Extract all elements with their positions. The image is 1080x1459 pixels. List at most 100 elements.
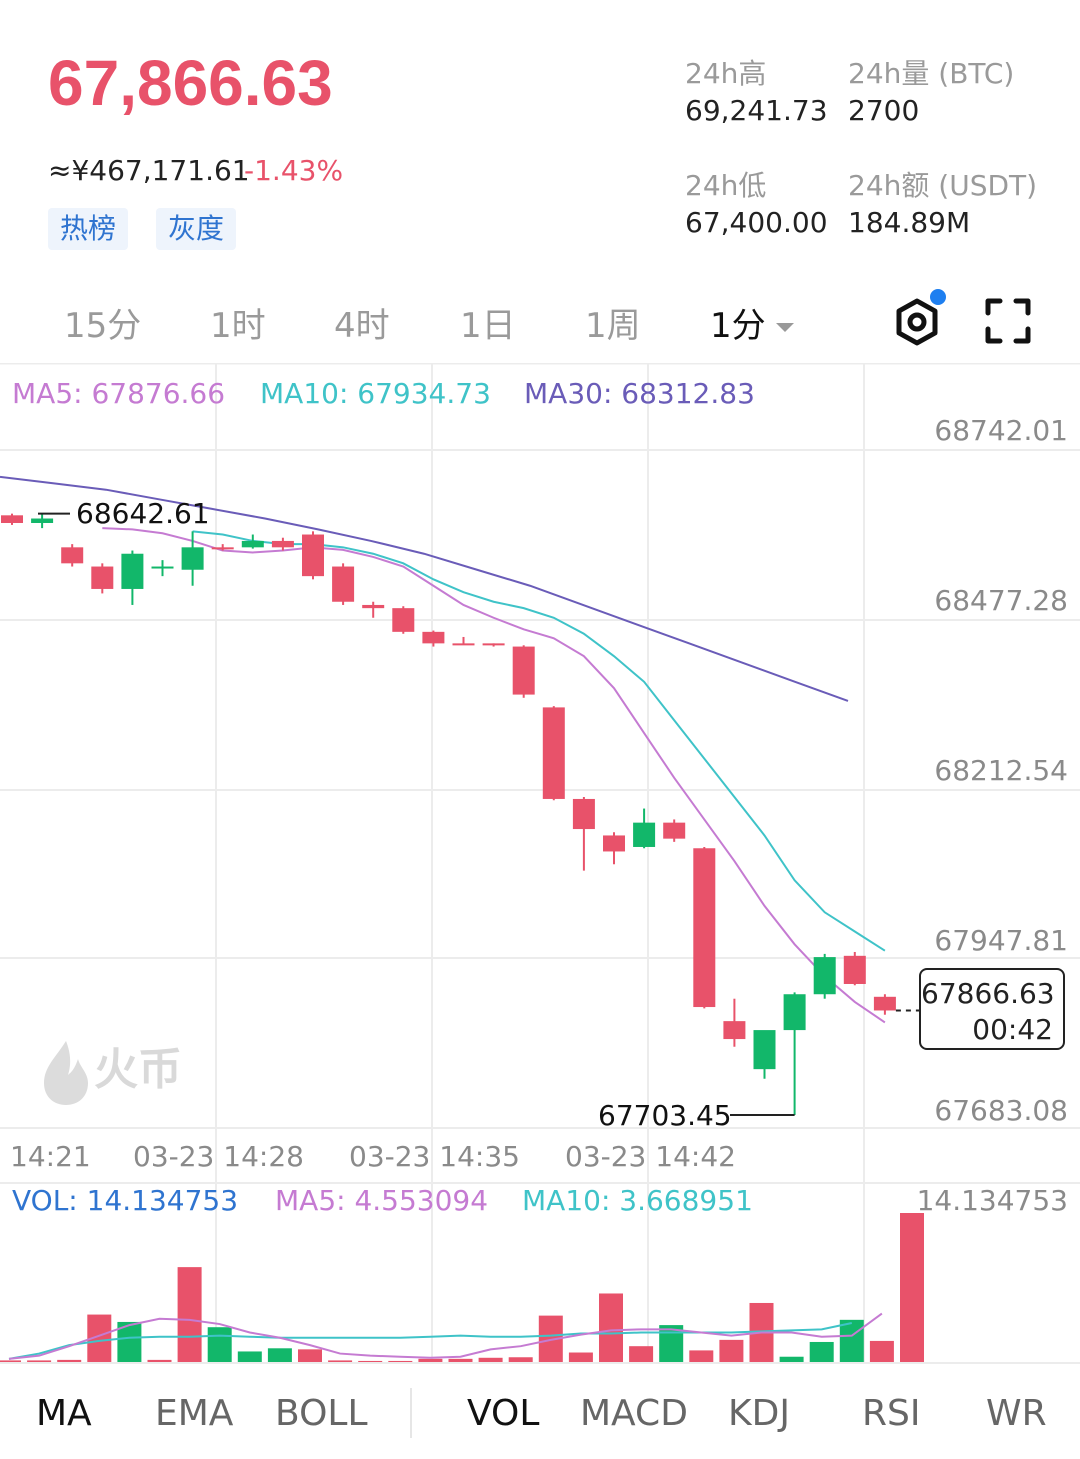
- tab-15min[interactable]: 15分: [64, 306, 142, 346]
- settings-icon[interactable]: [892, 296, 942, 348]
- kline-chart[interactable]: [0, 363, 1080, 1368]
- candle-body: [633, 822, 656, 847]
- x-tick: 03-23 14:35: [349, 1140, 520, 1173]
- tab-boll[interactable]: BOLL: [275, 1393, 368, 1434]
- candle-body: [603, 835, 625, 852]
- candles: [1, 513, 896, 1115]
- tab-ma[interactable]: MA: [36, 1393, 92, 1434]
- annotations: [38, 512, 919, 1116]
- y-tick: 68212.54: [934, 754, 1068, 787]
- volume-bar: [57, 1359, 82, 1362]
- candle-body: [1, 515, 23, 523]
- tab-separator: [410, 1388, 412, 1438]
- change-percent: -1.43%: [244, 154, 344, 187]
- tab-1hour[interactable]: 1时: [210, 306, 266, 346]
- volume-bar: [177, 1267, 202, 1362]
- tab-vol[interactable]: VOL: [467, 1393, 540, 1434]
- chart-grid: [0, 363, 1080, 1364]
- tab-ema[interactable]: EMA: [155, 1393, 234, 1434]
- huobi-watermark: 火币: [38, 1033, 182, 1107]
- ma30-line: [0, 475, 849, 702]
- volume-bar: [900, 1213, 924, 1362]
- tab-rsi[interactable]: RSI: [862, 1393, 921, 1434]
- tab-1min-label: 1分: [710, 306, 766, 346]
- candle-body: [572, 798, 595, 830]
- y-tick: 67683.08: [934, 1094, 1068, 1127]
- watermark-text: 火币: [94, 1044, 182, 1095]
- current-price: 67866.63: [921, 977, 1055, 1010]
- volume-bar: [448, 1358, 473, 1362]
- candle-body: [392, 608, 415, 632]
- amount-label: 24h额 (USDT): [848, 169, 1038, 202]
- candle-body: [482, 643, 505, 646]
- candle-body: [31, 518, 54, 523]
- vol-ma10-line: [8, 1322, 853, 1360]
- y-tick: 68742.01: [934, 414, 1068, 447]
- x-tick: 03-23 14:42: [565, 1140, 736, 1173]
- ma10-legend: MA10: 67934.73: [260, 377, 491, 410]
- candle-body: [61, 547, 84, 564]
- candle-body: [211, 547, 234, 550]
- tag-grayscale[interactable]: 灰度: [156, 208, 237, 250]
- volume-bar: [568, 1352, 593, 1362]
- volume-bar: [418, 1358, 443, 1362]
- x-tick: 14:21: [10, 1140, 91, 1173]
- volume-ma-lines: [8, 1312, 883, 1360]
- volume-bar: [117, 1321, 142, 1362]
- volume-bar: [388, 1360, 413, 1362]
- candle-body: [843, 955, 866, 984]
- volume-label: 24h量 (BTC): [848, 57, 1015, 90]
- tab-macd[interactable]: MACD: [580, 1393, 688, 1434]
- candle-body: [753, 1030, 776, 1070]
- cny-price: ≈¥467,171.61: [48, 154, 250, 187]
- amount-value: 184.89M: [848, 206, 971, 239]
- candle-countdown: 00:42: [972, 1013, 1053, 1046]
- volume-bar: [207, 1327, 232, 1362]
- min-price-label: 67703.45: [598, 1099, 732, 1132]
- volume-bar: [659, 1325, 684, 1362]
- ma5-legend: MA5: 67876.66: [12, 377, 226, 410]
- candle-body: [813, 957, 836, 995]
- high-label: 24h高: [685, 57, 767, 90]
- y-tick: 67947.81: [934, 924, 1068, 957]
- volume-bar: [0, 1360, 21, 1362]
- volume-bar: [508, 1357, 533, 1362]
- high-value: 69,241.73: [685, 94, 828, 127]
- volume-bar: [809, 1341, 834, 1362]
- tab-kdj[interactable]: KDJ: [728, 1393, 790, 1434]
- candle-body: [693, 848, 716, 1008]
- chevron-down-icon: [775, 323, 794, 332]
- volume-bar: [298, 1349, 322, 1362]
- volume-value: 2700: [848, 94, 920, 127]
- candle-body: [271, 540, 294, 548]
- vol-ma5-line: [8, 1312, 883, 1360]
- tab-1min-dropdown[interactable]: 1分: [710, 298, 794, 347]
- candle-body: [663, 822, 686, 839]
- last-price: 67,866.63: [48, 47, 333, 119]
- candle-body: [241, 540, 264, 548]
- vol-max-tick: 14.134753: [916, 1184, 1068, 1217]
- candle-body: [362, 604, 385, 609]
- tab-wr[interactable]: WR: [986, 1393, 1047, 1434]
- vol-ma10-legend: MA10: 3.668951: [522, 1184, 753, 1217]
- tab-4hour[interactable]: 4时: [334, 306, 390, 346]
- volume-bar: [147, 1359, 172, 1362]
- volume-bar: [358, 1360, 383, 1362]
- volume-bar: [237, 1351, 262, 1362]
- tab-1week[interactable]: 1周: [585, 306, 641, 346]
- tag-hot-list[interactable]: 热榜: [48, 208, 129, 250]
- max-price-label: 68642.61: [76, 497, 210, 530]
- vol-legend: VOL: 14.134753: [12, 1184, 239, 1217]
- candle-body: [422, 631, 445, 644]
- candle-body: [332, 566, 355, 602]
- flame-icon: [44, 1041, 88, 1105]
- candle-body: [452, 643, 475, 646]
- tab-1day[interactable]: 1日: [460, 306, 516, 346]
- fullscreen-icon[interactable]: [985, 298, 1031, 344]
- volume-bar: [478, 1357, 503, 1362]
- low-value: 67,400.00: [685, 206, 828, 239]
- ma30-legend: MA30: 68312.83: [524, 377, 755, 410]
- candle-body: [542, 707, 565, 799]
- volume-bar: [869, 1340, 894, 1362]
- current-price-box: 67866.63 00:42: [919, 968, 1065, 1050]
